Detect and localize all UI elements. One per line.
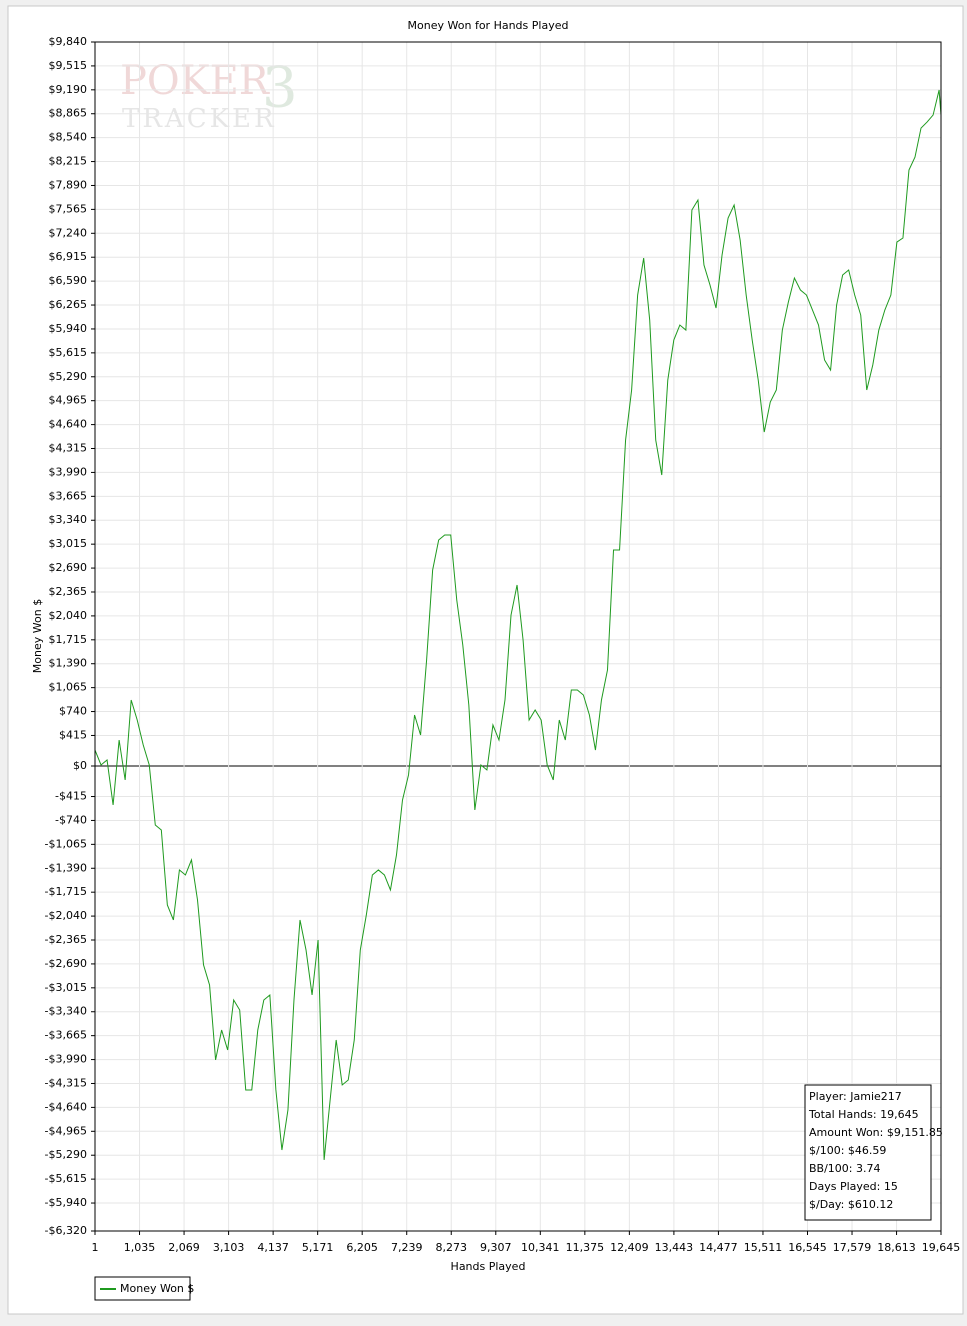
stats-frame: [804, 1084, 932, 1221]
y-tick-label: $4,640: [49, 418, 88, 431]
x-tick-label: 13,443: [655, 1241, 694, 1254]
x-tick-label: 9,307: [480, 1241, 512, 1254]
y-tick-label: $2,690: [49, 561, 88, 574]
y-tick-label: -$5,290: [45, 1148, 87, 1161]
y-tick-label: $3,340: [49, 513, 88, 526]
plot-frame: [94, 41, 942, 1232]
y-tick-label: $3,015: [49, 537, 88, 550]
legend-label: Money Won $: [120, 1282, 194, 1295]
y-tick-label: -$5,940: [45, 1196, 87, 1209]
y-tick-label: $8,215: [49, 155, 88, 168]
y-tick-label: $9,515: [49, 59, 88, 72]
y-tick-label: $7,890: [49, 178, 88, 191]
y-tick-label: -$4,965: [45, 1124, 87, 1137]
y-tick-label: -$740: [55, 813, 87, 826]
y-tick-label: $2,040: [49, 609, 88, 622]
y-tick-label: $3,665: [49, 489, 88, 502]
stats-line: Amount Won: $9,151.85: [809, 1126, 943, 1139]
y-axis-label: Money Won $: [31, 599, 44, 673]
y-tick-label: $1,715: [49, 633, 88, 646]
y-tick-label: -$3,665: [45, 1029, 87, 1042]
y-tick-label: -$2,690: [45, 957, 87, 970]
y-tick-label: -$4,315: [45, 1076, 87, 1089]
y-tick-label: $1,390: [49, 657, 88, 670]
x-tick-label: 16,545: [788, 1241, 827, 1254]
y-tick-label: -$415: [55, 790, 87, 803]
y-tick-label: $0: [73, 759, 87, 772]
x-tick-label: 15,511: [744, 1241, 783, 1254]
y-tick-label: $6,915: [49, 250, 88, 263]
legend-frame: [94, 1276, 191, 1301]
x-tick-label: 1: [92, 1241, 99, 1254]
y-tick-label: $2,365: [49, 585, 88, 598]
stats-box: Player: Jamie217 Total Hands: 19,645 Amoun…: [804, 1084, 943, 1221]
y-tick-label: -$2,365: [45, 933, 87, 946]
x-tick-label: 8,273: [435, 1241, 467, 1254]
legend: Money Won $: [94, 1276, 194, 1301]
y-tick-label: -$1,065: [45, 837, 87, 850]
x-tick-label: 11,375: [566, 1241, 605, 1254]
watermark: 3: [262, 56, 298, 121]
x-tick-label: 5,171: [302, 1241, 334, 1254]
x-tick-label: 7,239: [391, 1241, 423, 1254]
plot: [94, 89, 942, 1160]
y-tick-label: $8,540: [49, 131, 88, 144]
y-tick-label: -$1,715: [45, 885, 87, 898]
x-tick-label: 1,035: [124, 1241, 156, 1254]
y-tick-label: $415: [59, 728, 87, 741]
y-tick-label: $9,840: [49, 35, 88, 48]
chart-title: Money Won for Hands Played: [408, 19, 569, 32]
series-line: [94, 89, 942, 1160]
watermark: POKER: [120, 58, 271, 104]
y-tick-label: $9,190: [49, 83, 88, 96]
x-tick-label: 12,409: [610, 1241, 649, 1254]
y-tick-label: -$3,015: [45, 981, 87, 994]
x-tick-label: 6,205: [346, 1241, 378, 1254]
y-tick-label: -$1,390: [45, 861, 87, 874]
x-tick-label: 3,103: [213, 1241, 245, 1254]
y-tick-label: $6,590: [49, 274, 88, 287]
x-tick-label: 4,137: [257, 1241, 289, 1254]
y-tick-label: $3,990: [49, 465, 88, 478]
stats-line: $/100: $46.59: [809, 1144, 886, 1157]
x-tick-label: 19,645: [922, 1241, 961, 1254]
grid: $9,840 $9,515 $9,190 $8,865 $8,540 $8,215 $7,8…: [45, 35, 961, 1254]
y-tick-label: -$5,615: [45, 1172, 87, 1185]
stats-line: Total Hands: 19,645: [808, 1108, 919, 1121]
y-tick-label: $7,565: [49, 202, 88, 215]
stats-line: $/Day: $610.12: [809, 1198, 893, 1211]
y-tick-label: $7,240: [49, 226, 88, 239]
y-tick-label: $8,865: [49, 107, 88, 120]
y-tick-label: -$2,040: [45, 909, 87, 922]
x-tick-label: 14,477: [699, 1241, 738, 1254]
y-tick-label: $5,940: [49, 322, 88, 335]
chart-panel: [7, 5, 964, 1315]
y-tick-label: $740: [59, 705, 87, 718]
y-tick-label: $6,265: [49, 298, 88, 311]
x-tick-label: 17,579: [833, 1241, 872, 1254]
stats-line: Player: Jamie217: [809, 1090, 902, 1103]
x-tick-label: 10,341: [521, 1241, 560, 1254]
y-tick-label: $5,290: [49, 370, 88, 383]
y-tick-label: -$3,990: [45, 1053, 87, 1066]
y-tick-label: -$4,640: [45, 1100, 87, 1113]
y-tick-label: -$3,340: [45, 1005, 87, 1018]
stats-line: Days Played: 15: [809, 1180, 898, 1193]
stats-line: BB/100: 3.74: [809, 1162, 881, 1175]
x-tick-label: 2,069: [168, 1241, 200, 1254]
y-tick-label: $1,065: [49, 681, 88, 694]
y-tick-label: -$6,320: [45, 1224, 87, 1237]
x-axis-label: Hands Played: [451, 1260, 526, 1273]
y-tick-label: $5,615: [49, 346, 88, 359]
x-tick-label: 18,613: [877, 1241, 916, 1254]
y-tick-label: $4,315: [49, 442, 88, 455]
y-tick-label: $4,965: [49, 394, 88, 407]
watermark: TRACKER: [122, 104, 277, 134]
